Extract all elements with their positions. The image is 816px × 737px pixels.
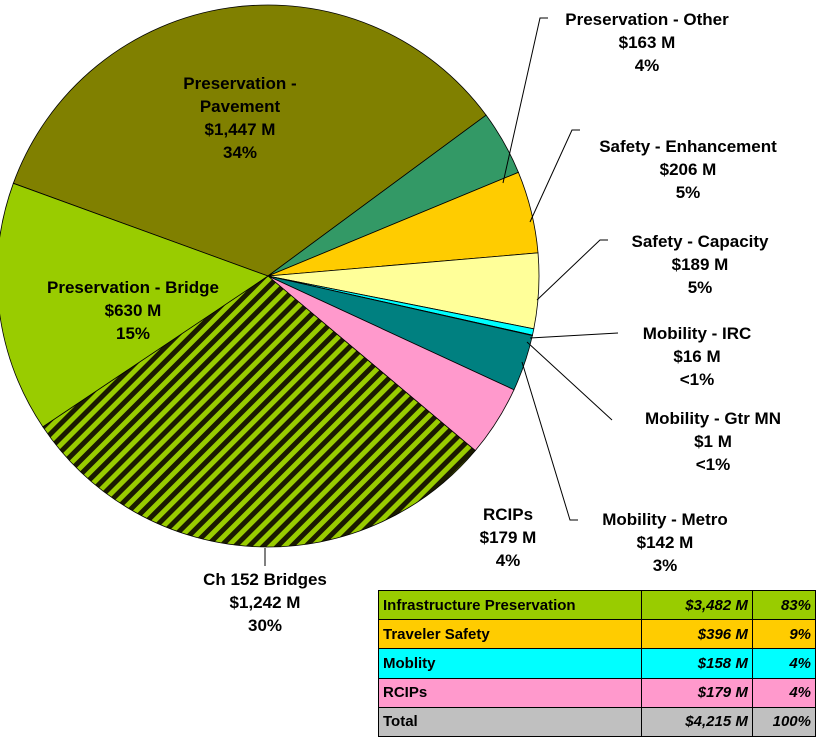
label-line: Preservation - Pavement <box>183 74 297 116</box>
leader-line <box>529 129 580 223</box>
table-row: Infrastructure Preservation $3,482 M 83% <box>378 589 816 621</box>
slice-label: Ch 152 Bridges $1,242 M 30% <box>165 568 365 637</box>
slice-label: RCIPs $179 M 4% <box>458 503 558 572</box>
table-cell: $179 M <box>640 677 753 708</box>
pie-slice <box>12 4 487 277</box>
label-line: $16 M <box>673 347 721 366</box>
table-row: Total $4,215 M 100% <box>378 706 816 737</box>
table-cell: $4,215 M <box>640 706 753 737</box>
leader-line <box>521 361 578 521</box>
slice-label: Mobility - Metro $142 M 3% <box>565 508 765 577</box>
table-cell: RCIPs <box>378 677 642 708</box>
table-cell: Infrastructure Preservation <box>378 589 642 621</box>
label-line: Safety - Capacity <box>631 232 769 251</box>
label-line: $163 M <box>618 33 676 52</box>
label-line: 3% <box>652 556 678 575</box>
label-line: 34% <box>222 143 258 162</box>
label-line: Mobility - Metro <box>602 510 728 529</box>
label-line: 5% <box>675 183 701 202</box>
table-row: RCIPs $179 M 4% <box>378 677 816 708</box>
label-line: $1,447 M <box>204 120 276 139</box>
label-line: $179 M <box>479 528 537 547</box>
label-line: 4% <box>495 551 521 570</box>
pie-slice <box>0 182 269 428</box>
leader-line <box>502 17 548 184</box>
pie-slice <box>42 275 476 548</box>
slice-label: Preservation - Other $163 M 4% <box>537 8 757 77</box>
label-line: $142 M <box>636 533 694 552</box>
label-line: Mobility - IRC <box>642 324 752 343</box>
label-line: 4% <box>634 56 660 75</box>
label-line: $1,242 M <box>229 593 301 612</box>
leader-line <box>529 332 619 339</box>
table-cell: 9% <box>751 619 816 650</box>
summary-table: Infrastructure Preservation $3,482 M 83% Tr… <box>378 589 816 737</box>
table-cell: $396 M <box>640 619 753 650</box>
table-cell: $3,482 M <box>640 589 753 621</box>
slice-label: Preservation - Pavement $1,447 M 34% <box>165 72 315 164</box>
leader-line <box>526 341 613 421</box>
table-cell: 83% <box>751 589 816 621</box>
table-cell: 4% <box>751 677 816 708</box>
label-line: 30% <box>247 616 283 635</box>
table-cell: $158 M <box>640 648 753 679</box>
slice-label: Safety - Enhancement $206 M 5% <box>568 135 808 204</box>
label-line: <1% <box>695 455 731 474</box>
table-cell: Moblity <box>378 648 642 679</box>
label-line: $630 M <box>104 301 162 320</box>
label-line: <1% <box>679 370 715 389</box>
table-cell: Traveler Safety <box>378 619 642 650</box>
label-line: Ch 152 Bridges <box>203 570 327 589</box>
slice-label: Mobility - IRC $16 M <1% <box>597 322 797 391</box>
table-row: Moblity $158 M 4% <box>378 648 816 679</box>
label-line: Mobility - Gtr MN <box>645 409 781 428</box>
slice-label: Safety - Capacity $189 M 5% <box>600 230 800 299</box>
label-line: $189 M <box>671 255 729 274</box>
label-line: $1 M <box>694 432 732 451</box>
table-cell: Total <box>378 706 642 737</box>
label-line: $206 M <box>659 160 717 179</box>
table-cell: 100% <box>751 706 816 737</box>
table-cell: 4% <box>751 648 816 679</box>
label-line: Safety - Enhancement <box>599 137 777 156</box>
leader-line <box>536 239 608 301</box>
label-line: 15% <box>115 324 151 343</box>
label-line: 5% <box>687 278 713 297</box>
slice-label: Preservation - Bridge $630 M 15% <box>13 276 253 345</box>
slice-label: Mobility - Gtr MN $1 M <1% <box>613 407 813 476</box>
label-line: Preservation - Bridge <box>47 278 219 297</box>
label-line: Preservation - Other <box>565 10 729 29</box>
table-row: Traveler Safety $396 M 9% <box>378 619 816 650</box>
label-line: RCIPs <box>482 505 534 524</box>
